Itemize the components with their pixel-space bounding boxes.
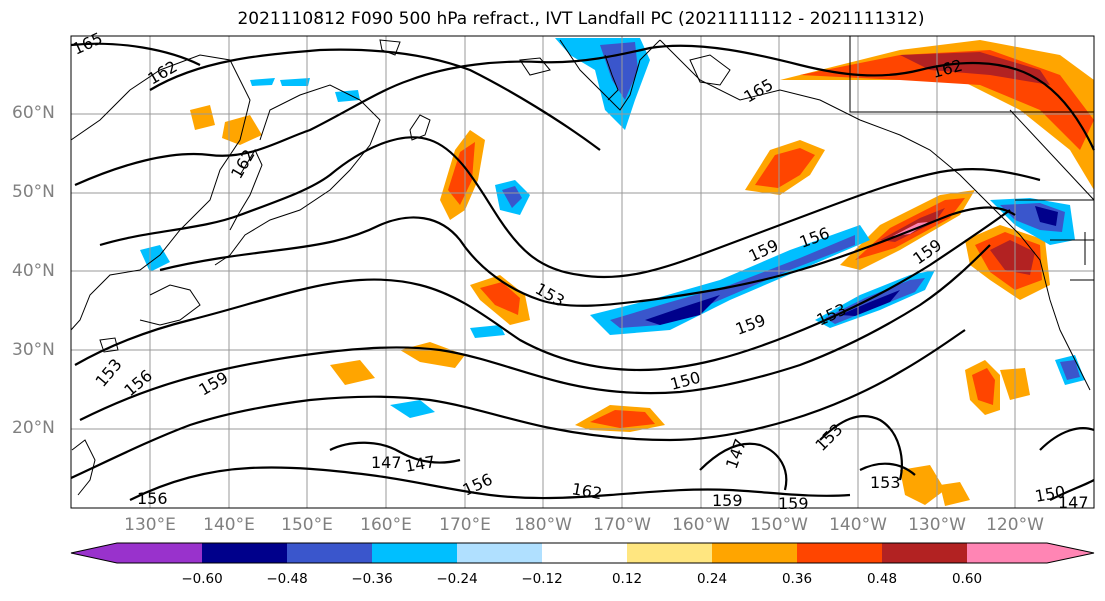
colorbar-bin [372, 543, 457, 563]
colorbar-bin [542, 543, 627, 563]
lon-label: 160°W [672, 515, 730, 535]
lat-label: 20°N [12, 418, 55, 438]
colorbar-tick-label: 0.36 [781, 571, 813, 587]
lon-label: 140°E [203, 515, 255, 535]
colorbar-bin [627, 543, 712, 563]
positive-anomaly-region [880, 208, 945, 242]
negative-anomaly-region [502, 186, 522, 208]
colorbar-tick-label: −0.60 [181, 571, 223, 587]
colorbar-bin [202, 543, 287, 563]
positive-anomaly-region [480, 282, 520, 315]
colorbar-bin [882, 543, 967, 563]
contour-label: 159 [778, 494, 809, 513]
lon-label: 130°W [908, 515, 966, 535]
colorbar-bin [457, 543, 542, 563]
lon-label: 160°E [360, 515, 412, 535]
positive-anomaly-region [190, 105, 215, 130]
lon-label: 120°W [986, 515, 1044, 535]
negative-anomaly-region [840, 290, 900, 316]
colorbar-tick-label: 0.24 [696, 571, 728, 587]
negative-anomaly-region [1035, 206, 1058, 226]
positive-anomaly-region [330, 360, 375, 385]
positive-anomaly-region [990, 240, 1035, 275]
colorbar-bin [967, 543, 1047, 563]
lat-label: 50°N [12, 182, 55, 202]
colorbar-outline [70, 542, 1095, 564]
lon-label: 130°E [124, 515, 176, 535]
colorbar-bin [712, 543, 797, 563]
lon-label: 170°E [439, 515, 491, 535]
lon-label: 180°W [514, 515, 572, 535]
colorbar-tick-label: −0.48 [266, 571, 308, 587]
map-frame [70, 35, 1095, 509]
colorbar-tick-label: −0.12 [521, 571, 563, 587]
colorbar-tick-label: −0.36 [351, 571, 393, 587]
contour-label: 156 [137, 489, 168, 508]
colorbar-tick-label: 0.60 [951, 571, 983, 587]
colorbar-tick-label: −0.24 [436, 571, 478, 587]
chart-title: 2021110812 F090 500 hPa refract., IVT La… [237, 9, 925, 29]
negative-anomaly-region [390, 400, 435, 418]
colorbar-extend-low [71, 543, 117, 563]
contour-label: 153 [870, 473, 901, 492]
colorbar-tick-label: 0.48 [866, 571, 898, 587]
contour-lines [70, 42, 1095, 501]
contour-label: 147 [371, 453, 402, 472]
colorbar-tick-label: 0.12 [611, 571, 643, 587]
lat-label: 60°N [12, 103, 55, 123]
colorbar-bin [117, 543, 202, 563]
negative-anomaly-region [470, 325, 505, 338]
contour-label: 147 [1058, 493, 1089, 512]
lat-label: 40°N [12, 261, 55, 281]
colorbar-bin [287, 543, 372, 563]
lon-label: 170°W [593, 515, 651, 535]
graticule [71, 36, 1094, 508]
positive-anomaly-region [755, 148, 815, 188]
negative-anomaly-region [250, 78, 275, 86]
positive-anomaly-region [972, 368, 995, 405]
contour-label: 159 [712, 491, 743, 510]
lon-label: 140°W [829, 515, 887, 535]
negative-anomaly-region [1060, 360, 1080, 380]
negative-anomaly-region [610, 235, 855, 328]
colorbar-bin [797, 543, 882, 563]
positive-anomaly-region [893, 222, 928, 236]
map-background [71, 36, 1094, 508]
colorbar-extend-high [1047, 543, 1094, 563]
positive-anomaly-region [940, 482, 970, 506]
negative-anomaly-region [280, 78, 310, 86]
lon-label: 150°W [750, 515, 808, 535]
lat-label: 30°N [12, 340, 55, 360]
positive-anomaly-region [900, 465, 945, 505]
positive-anomaly-region [448, 142, 475, 205]
colorbar [70, 542, 1095, 564]
lon-label: 150°E [281, 515, 333, 535]
coastlines [70, 36, 1095, 496]
negative-anomaly-region [335, 90, 360, 102]
